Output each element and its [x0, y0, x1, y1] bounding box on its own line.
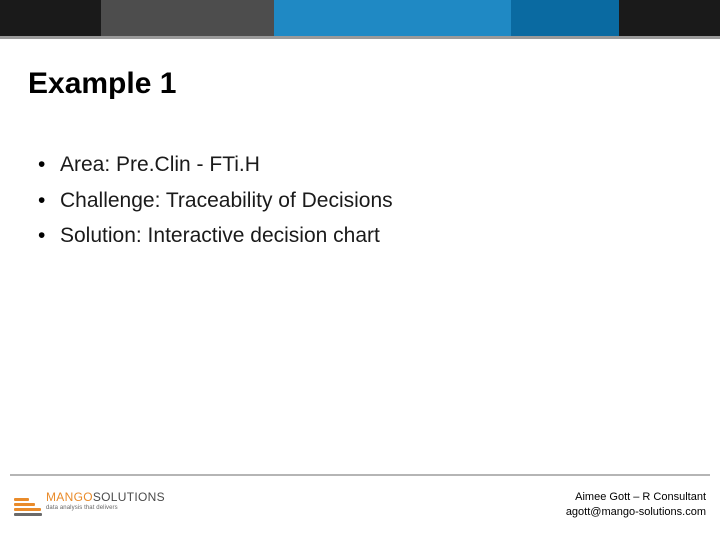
bullet-item: Area: Pre.Clin - FTi.H	[38, 147, 720, 183]
logo-bar	[14, 503, 35, 506]
logo-text: MANGOSOLUTIONS data analysis that delive…	[46, 491, 165, 511]
contact-line-2: agott@mango-solutions.com	[566, 505, 706, 520]
bullet-item: Solution: Interactive decision chart	[38, 218, 720, 254]
bullet-item: Challenge: Traceability of Decisions	[38, 183, 720, 219]
logo-tagline: data analysis that delivers	[46, 505, 165, 511]
footer-row: MANGOSOLUTIONS data analysis that delive…	[0, 484, 720, 540]
footer: MANGOSOLUTIONS data analysis that delive…	[0, 474, 720, 540]
logo-name: MANGOSOLUTIONS	[46, 491, 165, 503]
contact-line-1: Aimee Gott – R Consultant	[566, 490, 706, 505]
slide-title: Example 1	[0, 39, 720, 101]
top-bar-segment	[511, 0, 619, 36]
bullet-list: Area: Pre.Clin - FTi.HChallenge: Traceab…	[0, 101, 720, 254]
top-bar-segment	[101, 0, 274, 36]
slide: Example 1 Area: Pre.Clin - FTi.HChalleng…	[0, 0, 720, 540]
footer-contact: Aimee Gott – R Consultant agott@mango-so…	[566, 484, 706, 520]
logo-name-part1: MANGO	[46, 490, 93, 504]
logo-name-part2: SOLUTIONS	[93, 490, 165, 504]
top-bar-segment	[0, 0, 101, 36]
logo-bar	[14, 498, 29, 501]
logo-bar	[14, 513, 42, 516]
logo-mark-icon	[14, 486, 42, 516]
top-bar-segment	[274, 0, 512, 36]
top-bar	[0, 0, 720, 36]
footer-divider	[10, 474, 710, 476]
top-bar-segment	[619, 0, 720, 36]
logo: MANGOSOLUTIONS data analysis that delive…	[14, 484, 165, 516]
logo-bar	[14, 508, 41, 511]
